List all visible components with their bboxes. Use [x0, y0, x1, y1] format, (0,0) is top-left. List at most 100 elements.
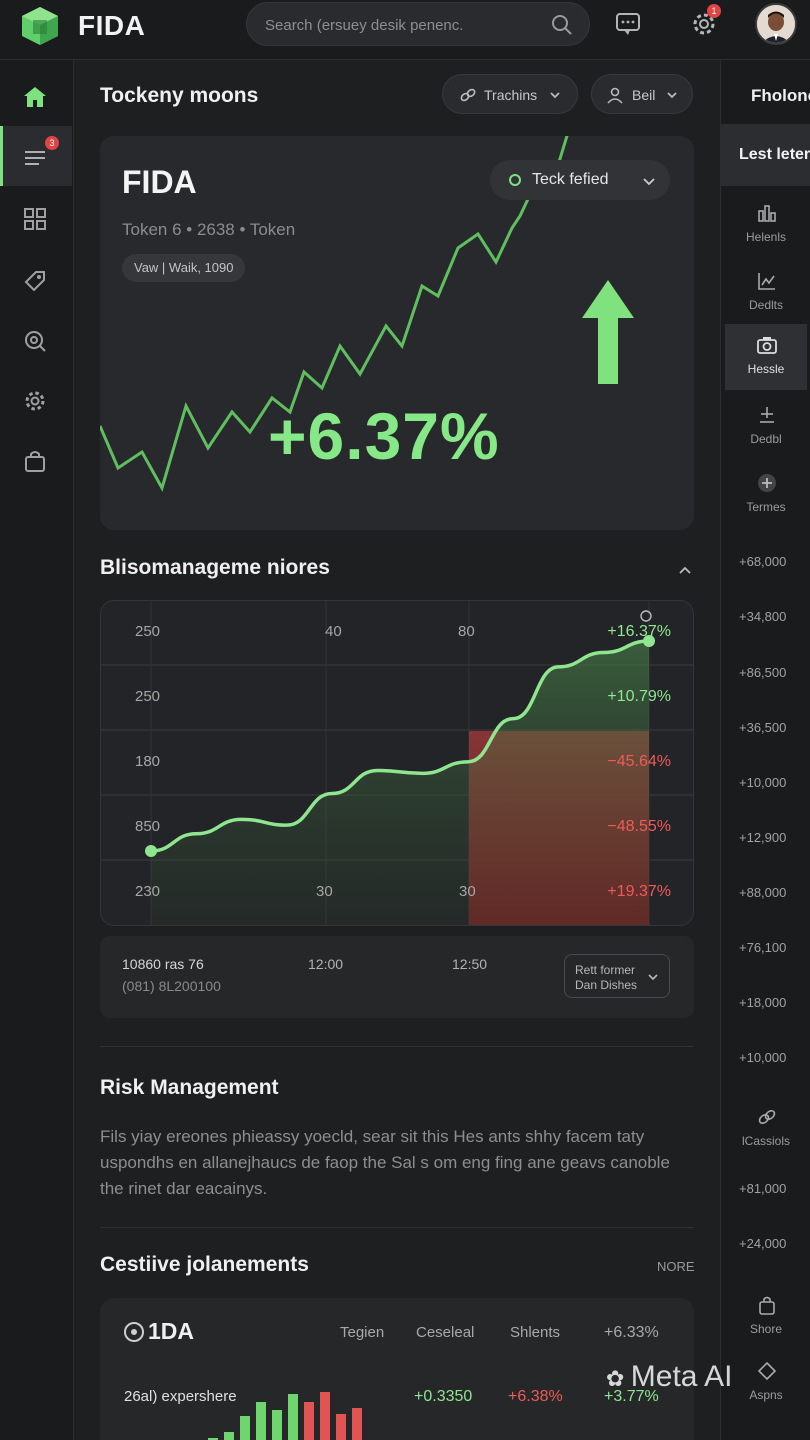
table-header: Ceseleal	[416, 1324, 475, 1341]
chart-end-point	[643, 635, 655, 647]
watermark-text: Meta AI	[630, 1360, 733, 1393]
main-panel: Tockeny moons Trachins Beil FIDA Token 6…	[74, 60, 720, 1440]
right-number: +68,000	[739, 554, 787, 569]
time-row-label: 10860 ras 76	[122, 956, 204, 972]
search-bar[interactable]	[246, 2, 590, 46]
hero-subtitle: Token 6 • 2638 • Token	[122, 220, 296, 239]
bottom-label: 30	[459, 883, 476, 900]
sidebar-item-settings[interactable]	[0, 370, 72, 430]
time-row: 10860 ras 76 (081) 8L200100 12:00 12:50 …	[100, 936, 694, 1018]
sidebar-item-menu[interactable]: 3	[0, 126, 72, 186]
right-item-label: lCassiols	[741, 1134, 790, 1148]
sidebar-item-home[interactable]	[0, 66, 72, 126]
chart-icon	[758, 205, 776, 222]
table-cell: +0.3350	[414, 1388, 473, 1405]
right-item-hessle[interactable]: Hessle	[725, 324, 807, 390]
search-input[interactable]	[265, 14, 545, 36]
camera-icon	[757, 337, 777, 354]
time-label: 12:00	[308, 956, 344, 972]
sidebar: 3	[0, 60, 74, 1440]
bag-icon	[25, 451, 45, 472]
bag-icon	[759, 1296, 775, 1315]
time-label: 12:50	[452, 956, 488, 972]
filter-label: Beil	[632, 87, 656, 103]
status-dropdown[interactable]: Teck fefied	[490, 160, 670, 200]
right-item-label: Dedlts	[748, 298, 783, 312]
divider	[100, 1046, 694, 1047]
sidebar-item-bag[interactable]	[0, 430, 72, 490]
filter-dropdown-beil[interactable]: Beil	[591, 74, 693, 114]
volume-bars	[208, 1392, 362, 1440]
range-label: Rett former	[575, 963, 636, 977]
chart-area	[151, 641, 649, 925]
chat-icon[interactable]	[614, 10, 642, 38]
chart-start-point	[145, 845, 157, 857]
value-label: +19.37%	[607, 883, 671, 900]
watermark: ✿ Meta AI	[606, 1360, 733, 1394]
right-item-shore[interactable]: Shore	[725, 1284, 807, 1350]
right-panel-tab[interactable]: Lest leters	[721, 124, 810, 186]
right-number: +24,000	[739, 1236, 787, 1251]
sidebar-item-tag[interactable]	[0, 250, 72, 310]
chevron-down-icon	[643, 178, 655, 186]
right-panel-heading: Fholonc	[751, 86, 810, 105]
row-label: 250	[135, 623, 161, 640]
risk-text: Fils yiay ereones phieassy yoecld, sear …	[100, 1127, 670, 1198]
page-title: Tockeny moons	[100, 84, 259, 107]
risk-title: Risk Management	[100, 1076, 279, 1099]
status-ring-icon	[509, 174, 521, 186]
row-label: 180	[135, 753, 161, 770]
hero-title: FIDA	[122, 164, 197, 200]
gear-icon	[25, 391, 45, 411]
right-item-cassiols[interactable]: lCassiols	[725, 1096, 807, 1162]
right-panel: Fholonc Lest leters Helenls Dedlts Hessl…	[720, 60, 810, 1440]
line-chart-icon	[758, 273, 775, 290]
value-label: +16.37%	[607, 623, 671, 640]
sidebar-item-search[interactable]	[0, 310, 72, 370]
value-label: −45.64%	[607, 753, 671, 770]
chart-canvas	[101, 601, 693, 925]
table-cell: +6.38%	[508, 1388, 563, 1405]
search-icon	[25, 331, 46, 352]
section-title: Cestiive jolanements	[100, 1253, 309, 1276]
hero-card: FIDA Token 6 • 2638 • Token Vaw | Waik, …	[100, 136, 694, 530]
search-icon[interactable]	[551, 14, 573, 36]
right-item-termes[interactable]: Termes	[725, 462, 807, 528]
download-icon	[760, 407, 774, 423]
table-cell: +3.77%	[604, 1388, 659, 1405]
right-item-helenls[interactable]: Helenls	[725, 192, 807, 258]
chevron-down-icon	[648, 974, 658, 981]
home-icon	[24, 87, 46, 107]
diamond-icon	[757, 1361, 777, 1381]
col-label: 40	[325, 623, 342, 640]
plus-circle-icon	[758, 474, 776, 492]
right-number: +18,000	[739, 995, 787, 1010]
top-bar: FIDA 1	[0, 0, 810, 60]
chevron-down-icon	[550, 92, 560, 99]
filter-label: Trachins	[484, 87, 538, 103]
avatar[interactable]	[755, 3, 797, 45]
chart-marker-icon[interactable]	[640, 610, 652, 622]
right-item-dedlts[interactable]: Dedlts	[725, 260, 807, 326]
right-number: +88,000	[739, 885, 787, 900]
right-item-label: Aspns	[749, 1388, 783, 1402]
token-icon	[124, 1322, 144, 1342]
row-label: 230	[135, 883, 161, 900]
table-row-label: 26al) expershere	[124, 1388, 237, 1405]
chevron-up-icon[interactable]	[678, 564, 692, 576]
right-item-label: Shore	[749, 1322, 783, 1336]
gear-icon[interactable]	[690, 10, 718, 38]
table-header: Tegien	[340, 1324, 385, 1341]
filter-dropdown-trachins[interactable]: Trachins	[442, 74, 578, 114]
range-dropdown[interactable]: Rett former Dan Dishes	[564, 954, 670, 998]
status-label: Teck fefied	[532, 171, 609, 188]
sidebar-item-grid[interactable]	[0, 188, 72, 248]
more-link[interactable]: NORE	[657, 1259, 695, 1274]
assets-table: 1DA Tegien Ceseleal Shlents +6.33% 26al)…	[100, 1298, 694, 1440]
chart-line	[150, 639, 650, 853]
table-token-name: 1DA	[148, 1318, 195, 1344]
right-item-dedbl[interactable]: Dedbl	[725, 394, 807, 460]
right-item-aspns[interactable]: Aspns	[725, 1350, 807, 1416]
notification-badge: 1	[707, 4, 721, 18]
right-number: +12,900	[739, 830, 787, 845]
